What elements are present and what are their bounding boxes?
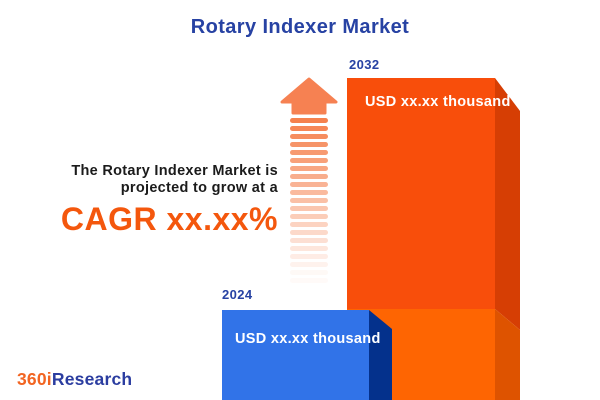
bar-2024: USD xx.xx thousand bbox=[222, 310, 392, 400]
arrow-stripes bbox=[290, 118, 328, 283]
bar-2032-face-upper bbox=[347, 78, 495, 309]
growth-arrow-icon bbox=[280, 77, 338, 286]
page-title: Rotary Indexer Market bbox=[190, 16, 410, 38]
bar-2032: USD xx.xx thousand bbox=[347, 78, 520, 400]
cagr-value: CAGR xx.xx% bbox=[60, 201, 278, 237]
growth-annotation: The Rotary Indexer Market is projected t… bbox=[0, 163, 278, 236]
brand-logo-part1: 360i bbox=[17, 369, 52, 389]
arrow-head-icon bbox=[280, 77, 338, 115]
bar-2024-value: USD xx.xx thousand bbox=[235, 331, 381, 347]
brand-logo: 360iResearch bbox=[17, 369, 132, 390]
bar-label-2032: 2032 bbox=[349, 57, 380, 72]
bar-label-2024: 2024 bbox=[222, 287, 253, 302]
annotation-line-2: projected to grow at a bbox=[120, 180, 278, 196]
bar-2032-value: USD xx.xx thousand bbox=[365, 94, 511, 110]
bar-2032-side-upper bbox=[495, 78, 520, 330]
bar-2024-side bbox=[369, 310, 392, 400]
annotation-line-1: The Rotary Indexer Market is bbox=[71, 163, 278, 179]
bar-2024-face bbox=[222, 310, 369, 400]
brand-logo-part2: Research bbox=[51, 369, 133, 389]
